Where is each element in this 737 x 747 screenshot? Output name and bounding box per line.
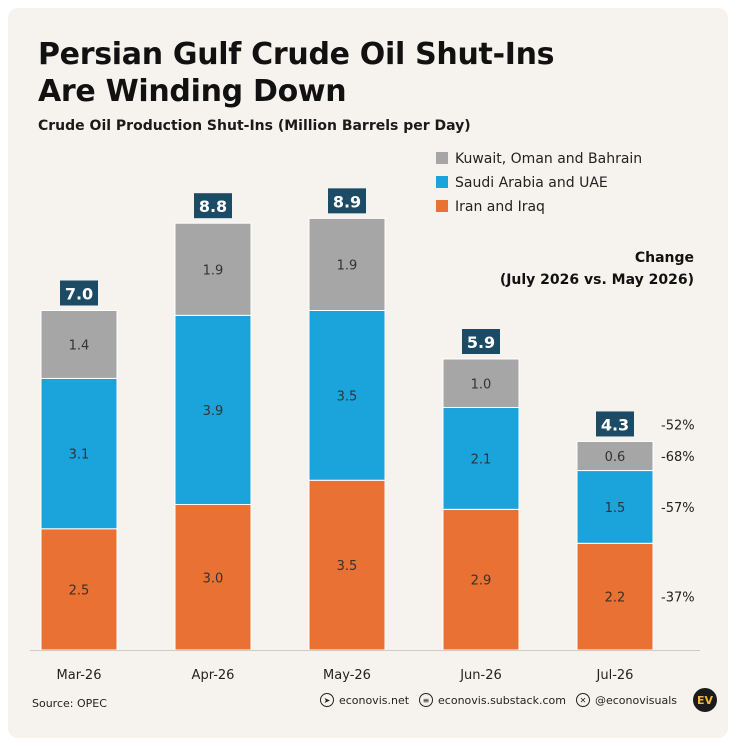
page-title: Persian Gulf Crude Oil Shut-Ins Are Wind… [38, 37, 555, 109]
total-value-label: 8.8 [199, 197, 227, 216]
bar-segment [442, 508, 520, 651]
total-value-label: 5.9 [467, 333, 495, 352]
ev-logo: EV [693, 688, 717, 712]
bar-segment [576, 542, 654, 651]
change-label: -68% [661, 450, 695, 465]
change-label: -57% [661, 501, 695, 516]
bar-segment [40, 377, 118, 530]
bar-segment [174, 222, 252, 316]
bar-segment [174, 314, 252, 505]
x-tick-label: Jun-26 [459, 668, 502, 683]
total-value-label: 7.0 [65, 285, 93, 304]
segment-value-label: 2.9 [471, 574, 492, 589]
link-x-label: @econovisuals [594, 693, 677, 707]
total-badge [462, 329, 500, 354]
x-tick-label: Apr-26 [192, 668, 235, 683]
bar-segment [308, 310, 386, 481]
link-website[interactable]: ➤ econovis.net [319, 693, 410, 707]
link-substack[interactable]: ≡ econovis.substack.com [419, 693, 566, 707]
segment-value-label: 3.9 [203, 404, 224, 419]
segment-value-label: 2.2 [605, 591, 626, 606]
change-header-line2: (July 2026 vs. May 2026) [500, 272, 694, 288]
chart-subtitle: Crude Oil Production Shut-Ins (Million B… [38, 118, 471, 134]
bar-segment [576, 470, 654, 544]
total-badge [328, 188, 366, 214]
bar-segment [40, 310, 118, 379]
segment-value-label: 3.5 [337, 389, 358, 404]
legend-entry: Iran and Iraq [455, 199, 545, 215]
change-label: -37% [661, 591, 695, 606]
link-substack-label: econovis.substack.com [438, 693, 566, 707]
x-tick-label: Jul-26 [596, 668, 634, 683]
segment-value-label: 1.5 [605, 501, 626, 516]
bar-segment [308, 217, 386, 312]
bar-segment [40, 528, 118, 651]
total-value-label: 4.3 [601, 415, 629, 434]
total-badge [194, 193, 232, 219]
segment-value-label: 3.1 [69, 448, 90, 463]
total-badge [60, 280, 98, 306]
total-value-label: 8.9 [333, 192, 361, 211]
segment-value-label: 1.0 [471, 377, 492, 392]
link-x[interactable]: ✕ @econovisuals [575, 693, 677, 707]
segment-value-label: 0.6 [605, 450, 626, 465]
change-label: -52% [661, 418, 695, 433]
change-header-line1: Change [635, 250, 694, 266]
cursor-icon: ➤ [319, 693, 334, 707]
segment-value-label: 3.0 [203, 571, 224, 586]
legend-entry: Kuwait, Oman and Bahrain [455, 151, 642, 167]
bar-segment [442, 358, 520, 408]
legend-swatch [436, 200, 448, 212]
link-website-label: econovis.net [338, 693, 410, 707]
x-tick-label: May-26 [323, 668, 371, 683]
substack-icon: ≡ [419, 693, 434, 707]
segment-value-label: 3.5 [337, 559, 358, 574]
segment-value-label: 1.9 [337, 258, 358, 273]
bar-segment [442, 407, 520, 510]
total-badge [596, 411, 634, 437]
footer-links: ➤ econovis.net ≡ econovis.substack.com ✕… [319, 693, 677, 707]
legend-swatch [436, 176, 448, 188]
x-tick-label: Mar-26 [57, 668, 102, 683]
x-icon: ✕ [575, 693, 590, 707]
legend-swatch [436, 152, 448, 164]
source-note: Source: OPEC [32, 697, 107, 710]
segment-value-label: 1.9 [203, 263, 224, 278]
segment-value-label: 1.4 [69, 338, 90, 353]
segment-value-label: 2.5 [69, 583, 90, 598]
bar-segment [576, 440, 654, 472]
legend-entry: Saudi Arabia and UAE [455, 175, 608, 191]
segment-value-label: 2.1 [471, 452, 492, 467]
